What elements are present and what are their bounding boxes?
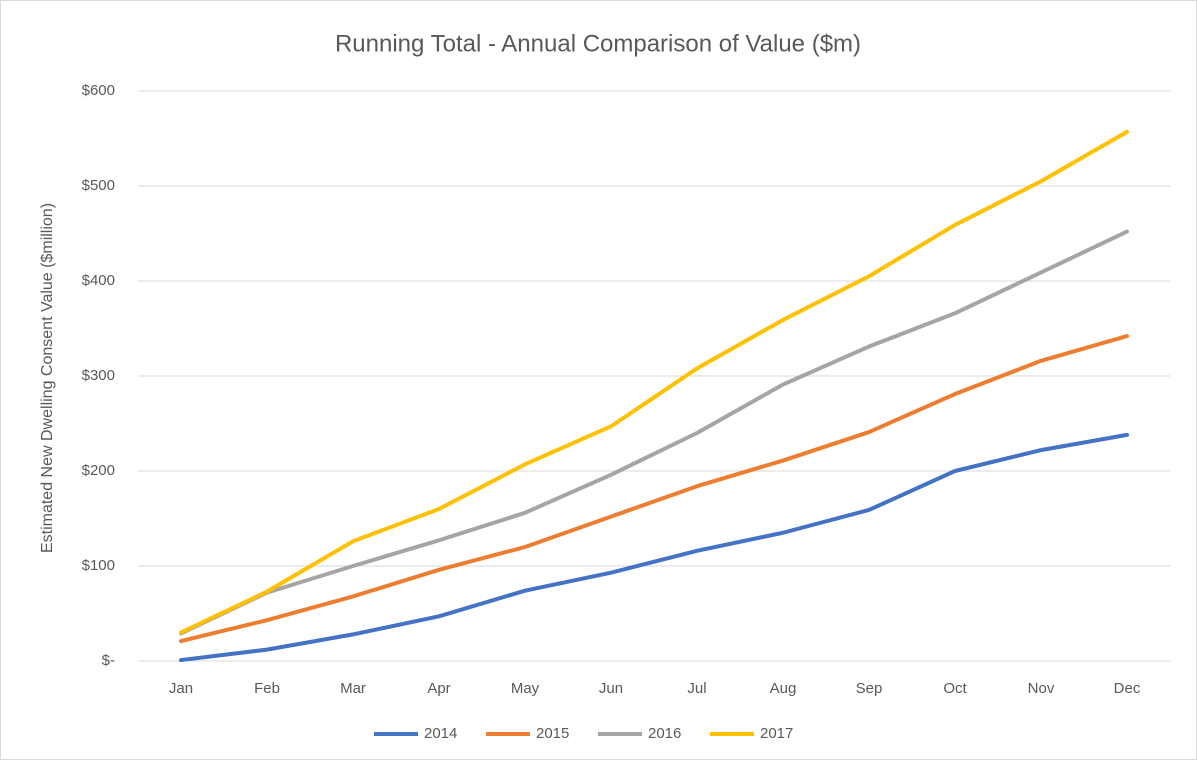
x-tick-label: Jan	[169, 680, 193, 697]
y-tick-label: $500	[82, 177, 115, 194]
y-tick-label: $600	[82, 82, 115, 99]
legend-label: 2016	[648, 725, 681, 742]
x-tick-label: May	[511, 680, 540, 697]
series-line	[179, 432, 1129, 663]
x-tick-label: Jun	[599, 680, 623, 697]
series-line	[179, 334, 1129, 644]
legend-label: 2017	[760, 725, 793, 742]
y-tick-label: $300	[82, 367, 115, 384]
y-tick-label: $400	[82, 272, 115, 289]
chart-title: Running Total - Annual Comparison of Val…	[335, 30, 861, 57]
y-tick-label: $100	[82, 557, 115, 574]
x-tick-label: Sep	[856, 680, 883, 697]
x-tick-label: Apr	[427, 680, 450, 697]
series-line	[179, 229, 1129, 636]
series-line	[179, 129, 1129, 635]
x-tick-label: Oct	[943, 680, 967, 697]
x-tick-label: Mar	[340, 680, 366, 697]
legend-label: 2014	[424, 725, 457, 742]
legend-label: 2015	[536, 725, 569, 742]
x-tick-label: Aug	[770, 680, 797, 697]
y-axis-label: Estimated New Dwelling Consent Value ($m…	[39, 203, 56, 553]
x-tick-label: Feb	[254, 680, 280, 697]
x-tick-label: Dec	[1114, 680, 1141, 697]
y-tick-label: $200	[82, 462, 115, 479]
x-tick-label: Nov	[1028, 680, 1055, 697]
x-tick-label: Jul	[687, 680, 706, 697]
y-tick-label: $-	[102, 652, 115, 669]
